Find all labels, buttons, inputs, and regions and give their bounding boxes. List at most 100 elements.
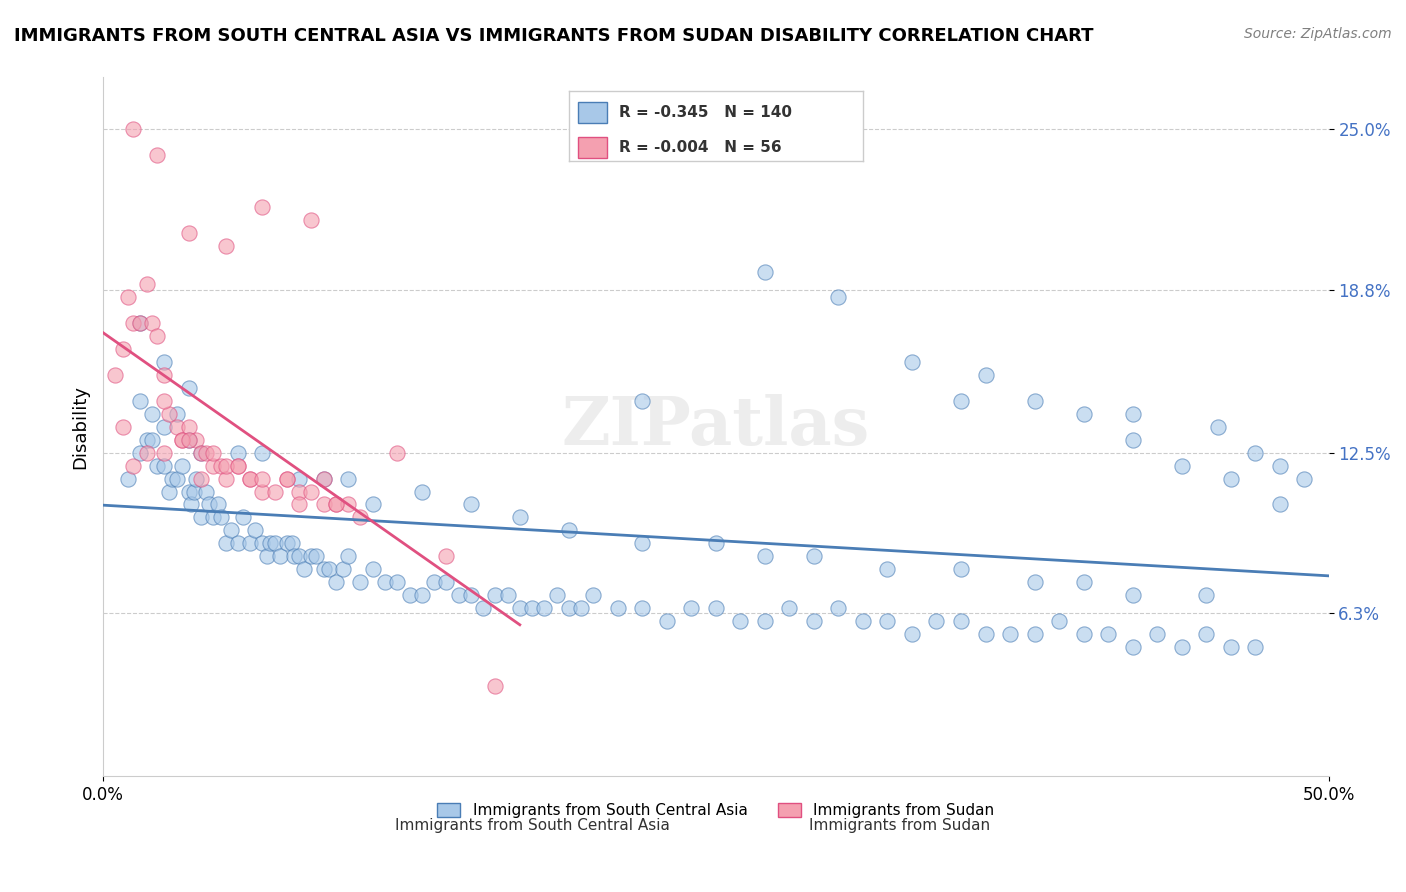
Point bbox=[325, 575, 347, 590]
Point bbox=[160, 472, 183, 486]
Point bbox=[1024, 575, 1046, 590]
Text: Immigrants from South Central Asia: Immigrants from South Central Asia bbox=[395, 818, 669, 833]
Point bbox=[117, 472, 139, 486]
Point bbox=[252, 200, 274, 214]
Point bbox=[117, 290, 139, 304]
Point bbox=[190, 446, 212, 460]
Point bbox=[177, 484, 200, 499]
Point bbox=[520, 601, 543, 615]
Point bbox=[496, 588, 519, 602]
Point bbox=[170, 433, 193, 447]
Point bbox=[447, 588, 470, 602]
Point bbox=[141, 316, 163, 330]
Point bbox=[301, 212, 323, 227]
Point bbox=[263, 484, 285, 499]
Point bbox=[1268, 498, 1291, 512]
Point bbox=[177, 226, 200, 240]
Point bbox=[153, 446, 176, 460]
Point bbox=[325, 498, 347, 512]
Point bbox=[754, 549, 776, 564]
Point bbox=[460, 498, 482, 512]
Point bbox=[1122, 588, 1144, 602]
Point bbox=[803, 549, 825, 564]
Point bbox=[177, 433, 200, 447]
Point bbox=[215, 458, 238, 473]
Point bbox=[901, 355, 924, 369]
Point bbox=[974, 627, 997, 641]
Point bbox=[569, 601, 592, 615]
Point bbox=[128, 316, 150, 330]
Point bbox=[215, 536, 238, 550]
Point bbox=[252, 472, 274, 486]
Point bbox=[411, 484, 433, 499]
Point bbox=[177, 381, 200, 395]
Point bbox=[434, 549, 457, 564]
Point bbox=[681, 601, 703, 615]
Point bbox=[177, 419, 200, 434]
Point bbox=[318, 562, 340, 576]
Point bbox=[288, 484, 311, 499]
Point bbox=[283, 549, 305, 564]
Point bbox=[337, 549, 360, 564]
Point bbox=[239, 472, 262, 486]
Point bbox=[949, 614, 972, 628]
Point bbox=[202, 510, 225, 524]
Point bbox=[180, 498, 202, 512]
Point bbox=[533, 601, 555, 615]
Point bbox=[259, 536, 281, 550]
Point bbox=[312, 472, 335, 486]
Point bbox=[166, 472, 188, 486]
Point bbox=[186, 472, 208, 486]
Point bbox=[1195, 627, 1218, 641]
Point bbox=[288, 549, 311, 564]
Point bbox=[128, 316, 150, 330]
Point bbox=[146, 329, 169, 343]
Point bbox=[301, 484, 323, 499]
Point bbox=[269, 549, 291, 564]
Point bbox=[226, 536, 249, 550]
Point bbox=[128, 393, 150, 408]
Point bbox=[349, 575, 371, 590]
Point bbox=[121, 122, 143, 136]
Point bbox=[325, 498, 347, 512]
Text: Immigrants from Sudan: Immigrants from Sudan bbox=[810, 818, 990, 833]
Point bbox=[361, 562, 384, 576]
Point bbox=[243, 524, 266, 538]
Point bbox=[1024, 393, 1046, 408]
Point bbox=[197, 498, 219, 512]
Point bbox=[1268, 458, 1291, 473]
Point bbox=[411, 588, 433, 602]
Point bbox=[146, 458, 169, 473]
Point bbox=[146, 148, 169, 162]
Point bbox=[252, 536, 274, 550]
Point bbox=[974, 368, 997, 382]
Point bbox=[215, 472, 238, 486]
Point bbox=[925, 614, 948, 628]
Point bbox=[170, 433, 193, 447]
Point bbox=[387, 446, 409, 460]
Point bbox=[111, 419, 134, 434]
Point bbox=[111, 342, 134, 356]
Point bbox=[655, 614, 678, 628]
Point bbox=[190, 472, 212, 486]
Point bbox=[281, 536, 304, 550]
Point bbox=[827, 601, 849, 615]
Point bbox=[153, 458, 176, 473]
Point bbox=[226, 446, 249, 460]
Text: Source: ZipAtlas.com: Source: ZipAtlas.com bbox=[1244, 27, 1392, 41]
Point bbox=[730, 614, 752, 628]
Point bbox=[226, 458, 249, 473]
Point bbox=[361, 498, 384, 512]
Point bbox=[704, 601, 727, 615]
Point bbox=[202, 446, 225, 460]
Point bbox=[374, 575, 396, 590]
Point bbox=[754, 614, 776, 628]
Point bbox=[484, 588, 506, 602]
Point bbox=[1294, 472, 1316, 486]
Point bbox=[1219, 472, 1241, 486]
Point bbox=[186, 433, 208, 447]
Point bbox=[121, 458, 143, 473]
Point bbox=[166, 419, 188, 434]
Point bbox=[509, 601, 531, 615]
Point bbox=[190, 446, 212, 460]
